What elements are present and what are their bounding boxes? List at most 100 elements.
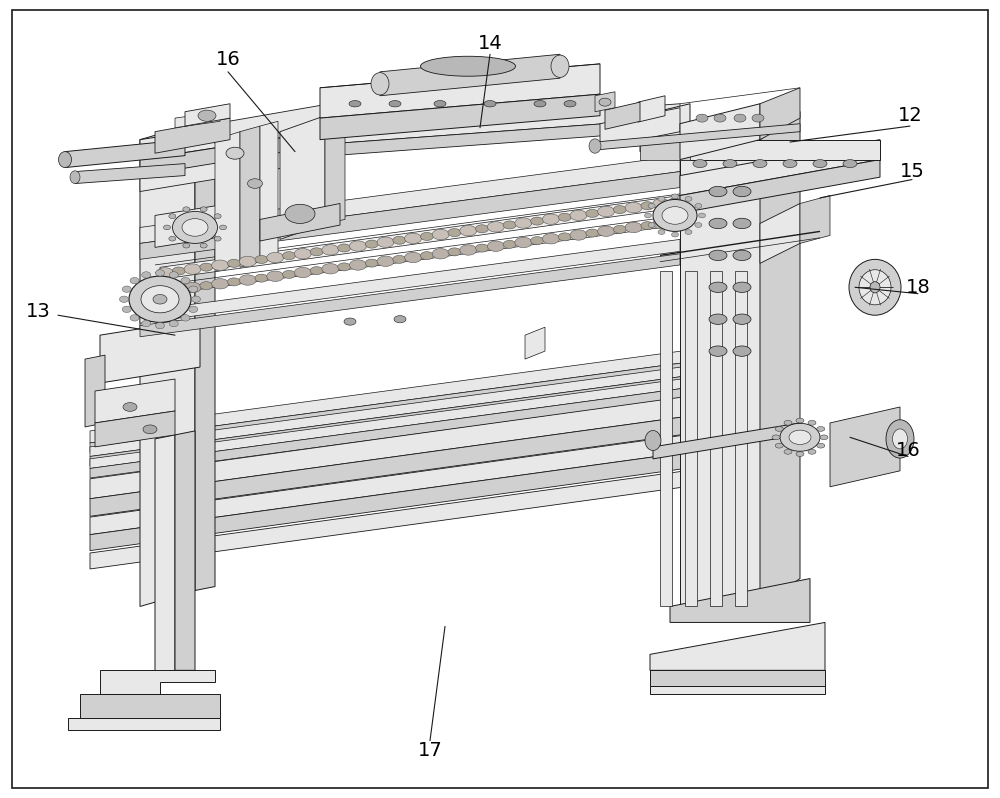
Text: 13: 13: [26, 302, 50, 321]
Ellipse shape: [653, 219, 670, 229]
Ellipse shape: [227, 259, 240, 267]
Polygon shape: [300, 104, 680, 146]
Ellipse shape: [772, 435, 780, 440]
Ellipse shape: [156, 322, 164, 329]
Ellipse shape: [709, 282, 727, 293]
Ellipse shape: [808, 449, 816, 454]
Ellipse shape: [780, 424, 820, 452]
Polygon shape: [215, 104, 330, 144]
Ellipse shape: [564, 101, 576, 107]
Ellipse shape: [653, 199, 670, 209]
Polygon shape: [95, 411, 175, 447]
Ellipse shape: [169, 214, 176, 219]
Ellipse shape: [214, 236, 221, 241]
Ellipse shape: [672, 194, 678, 199]
Ellipse shape: [183, 243, 190, 248]
Ellipse shape: [558, 233, 571, 241]
Ellipse shape: [200, 243, 207, 248]
Ellipse shape: [598, 207, 615, 217]
Polygon shape: [760, 88, 800, 140]
Polygon shape: [140, 254, 680, 337]
Ellipse shape: [310, 248, 323, 256]
Polygon shape: [155, 118, 230, 153]
Polygon shape: [260, 203, 340, 241]
Ellipse shape: [658, 196, 665, 201]
Polygon shape: [280, 116, 325, 239]
Ellipse shape: [420, 232, 433, 240]
Polygon shape: [90, 387, 755, 499]
Polygon shape: [140, 239, 680, 323]
Ellipse shape: [142, 272, 151, 279]
Ellipse shape: [420, 56, 516, 77]
Ellipse shape: [172, 267, 185, 275]
Ellipse shape: [255, 275, 268, 282]
Ellipse shape: [733, 282, 751, 293]
Ellipse shape: [476, 244, 489, 252]
Ellipse shape: [200, 282, 213, 290]
Polygon shape: [140, 148, 310, 192]
Polygon shape: [240, 126, 260, 267]
Text: 16: 16: [216, 50, 240, 69]
Polygon shape: [595, 124, 800, 150]
Ellipse shape: [405, 252, 422, 263]
Ellipse shape: [448, 228, 461, 236]
Ellipse shape: [775, 427, 783, 432]
Polygon shape: [650, 622, 825, 670]
Ellipse shape: [255, 255, 268, 263]
Ellipse shape: [696, 114, 708, 122]
Polygon shape: [90, 461, 755, 569]
Text: 17: 17: [418, 741, 442, 760]
Ellipse shape: [503, 221, 516, 229]
Ellipse shape: [586, 229, 599, 237]
Ellipse shape: [693, 160, 707, 168]
Ellipse shape: [393, 255, 406, 263]
Ellipse shape: [156, 268, 174, 279]
Ellipse shape: [589, 139, 601, 153]
Ellipse shape: [294, 267, 311, 278]
Polygon shape: [90, 343, 740, 443]
Ellipse shape: [338, 263, 351, 271]
Ellipse shape: [784, 449, 792, 454]
Ellipse shape: [283, 271, 296, 279]
Polygon shape: [68, 718, 220, 730]
Ellipse shape: [542, 214, 559, 224]
Polygon shape: [638, 96, 665, 122]
Ellipse shape: [460, 245, 477, 255]
Ellipse shape: [733, 314, 751, 325]
Ellipse shape: [733, 187, 751, 197]
Ellipse shape: [338, 244, 351, 252]
Ellipse shape: [377, 256, 394, 267]
Polygon shape: [90, 369, 740, 466]
Ellipse shape: [239, 256, 256, 267]
Ellipse shape: [733, 346, 751, 356]
Polygon shape: [140, 156, 680, 243]
Ellipse shape: [849, 259, 901, 315]
Ellipse shape: [58, 152, 72, 168]
Ellipse shape: [267, 271, 284, 282]
Ellipse shape: [672, 232, 678, 237]
Ellipse shape: [551, 55, 569, 77]
Polygon shape: [595, 92, 615, 112]
Ellipse shape: [173, 211, 218, 243]
Ellipse shape: [393, 236, 406, 244]
Ellipse shape: [668, 198, 682, 206]
Polygon shape: [735, 271, 747, 606]
Ellipse shape: [239, 275, 256, 285]
Ellipse shape: [285, 204, 315, 223]
Ellipse shape: [220, 225, 226, 230]
Ellipse shape: [377, 237, 394, 247]
Ellipse shape: [389, 101, 401, 107]
Text: 14: 14: [478, 34, 502, 53]
Ellipse shape: [893, 429, 908, 449]
Polygon shape: [760, 203, 800, 263]
Polygon shape: [90, 381, 740, 478]
Polygon shape: [160, 196, 680, 279]
Ellipse shape: [723, 160, 737, 168]
Ellipse shape: [695, 223, 702, 227]
Ellipse shape: [294, 248, 311, 259]
Text: 18: 18: [906, 278, 930, 297]
Ellipse shape: [685, 230, 692, 235]
Ellipse shape: [164, 225, 170, 230]
Polygon shape: [653, 423, 800, 459]
Ellipse shape: [695, 203, 702, 208]
